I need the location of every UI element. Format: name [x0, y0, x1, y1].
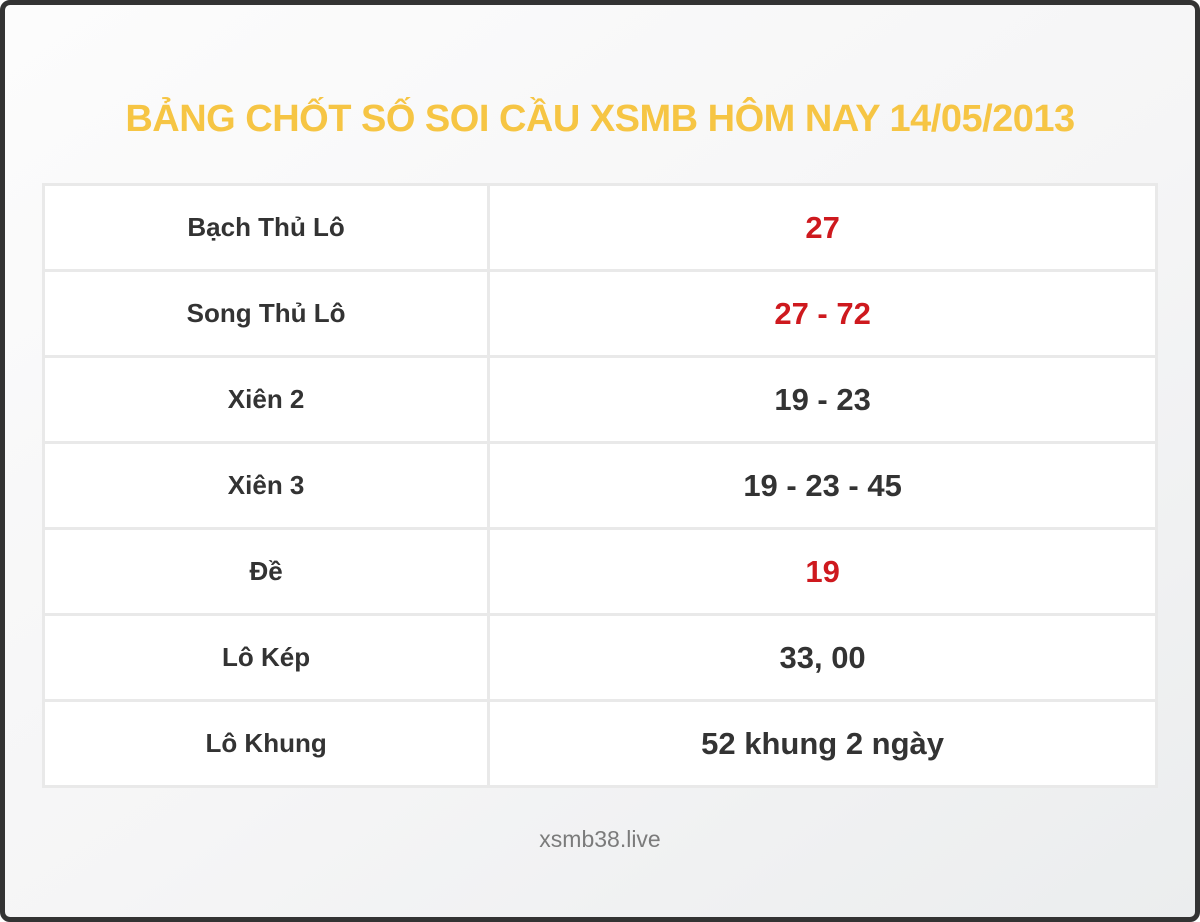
- prediction-table: Bạch Thủ Lô 27 Song Thủ Lô 27 - 72 Xiên …: [41, 183, 1158, 788]
- row-label: Song Thủ Lô: [41, 269, 491, 358]
- row-value: 19 - 23: [487, 355, 1158, 444]
- table-row: Lô Khung 52 khung 2 ngày: [41, 699, 1158, 788]
- table-row: Lô Kép 33, 00: [41, 613, 1158, 702]
- row-label: Xiên 3: [41, 441, 491, 530]
- row-label: Lô Khung: [41, 699, 491, 788]
- row-value: 19 - 23 - 45: [487, 441, 1158, 530]
- row-value: 33, 00: [487, 613, 1158, 702]
- row-label: Lô Kép: [41, 613, 491, 702]
- prediction-table-body: Bạch Thủ Lô 27 Song Thủ Lô 27 - 72 Xiên …: [41, 183, 1158, 788]
- table-row: Xiên 3 19 - 23 - 45: [41, 441, 1158, 530]
- row-value: 52 khung 2 ngày: [487, 699, 1158, 788]
- row-label: Xiên 2: [41, 355, 491, 444]
- site-name: xsmb38.live: [539, 826, 661, 852]
- table-row: Song Thủ Lô 27 - 72: [41, 269, 1158, 358]
- row-label: Đề: [41, 527, 491, 616]
- table-row: Xiên 2 19 - 23: [41, 355, 1158, 444]
- row-value: 27: [487, 183, 1158, 272]
- table-row: Bạch Thủ Lô 27: [41, 183, 1158, 272]
- table-row: Đề 19: [41, 527, 1158, 616]
- row-value: 27 - 72: [487, 269, 1158, 358]
- row-label: Bạch Thủ Lô: [41, 183, 491, 272]
- row-value: 19: [487, 527, 1158, 616]
- page-title: BẢNG CHỐT SỐ SOI CẦU XSMB HÔM NAY 14/05/…: [125, 98, 1075, 140]
